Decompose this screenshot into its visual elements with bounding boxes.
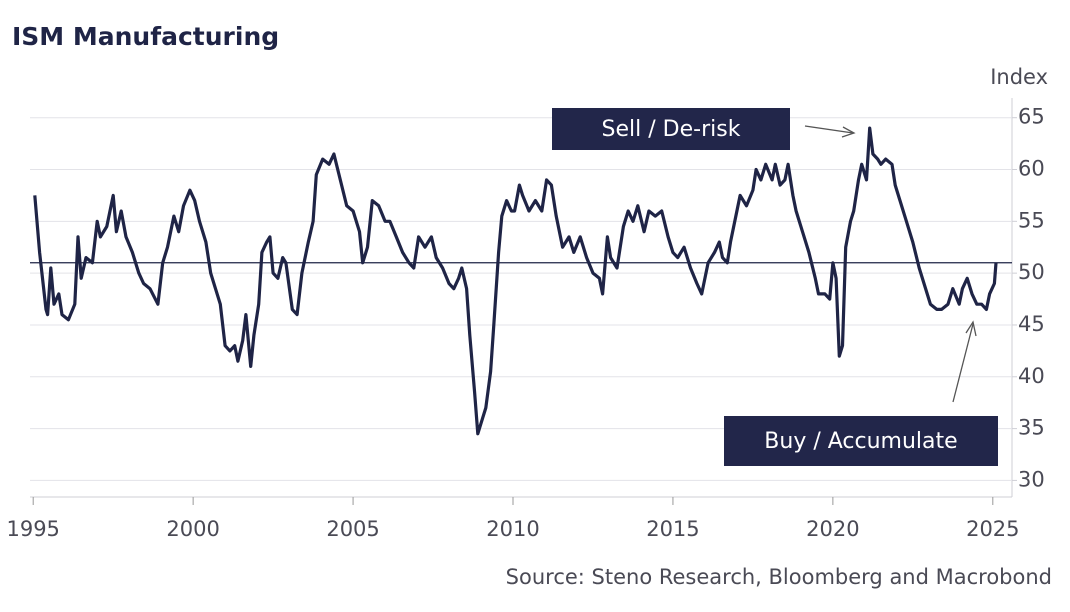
arrow-head <box>965 320 977 337</box>
annotation-box <box>724 416 998 466</box>
y-tick-label: 40 <box>1018 364 1045 388</box>
y-tick-label: 30 <box>1018 467 1045 491</box>
annotation-box <box>552 108 790 150</box>
y-tick-label: 35 <box>1018 416 1045 440</box>
y-tick-label: 50 <box>1018 260 1045 284</box>
y-tick-label: 65 <box>1018 105 1045 129</box>
arrows <box>804 125 977 403</box>
annotation-text: Buy / Accumulate <box>764 429 957 454</box>
y-tick-label: 60 <box>1018 157 1045 181</box>
annotation-text: Sell / De-risk <box>602 117 741 142</box>
x-tick-label: 1995 <box>6 517 59 541</box>
arrow-head <box>841 126 856 138</box>
x-tick-label: 2025 <box>966 517 1019 541</box>
y-tick-label: 55 <box>1018 208 1045 232</box>
y-tick-label: 45 <box>1018 312 1045 336</box>
y-axis-label: Index <box>990 65 1048 89</box>
x-tick-label: 2000 <box>166 517 219 541</box>
x-tick-label: 2010 <box>486 517 539 541</box>
source: Source: Steno Research, Bloomberg and Ma… <box>506 565 1052 589</box>
x-tick-label: 2005 <box>326 517 379 541</box>
x-tick-label: 2015 <box>646 517 699 541</box>
x-tick-label: 2020 <box>806 517 859 541</box>
plot: 30 35 40 45 50 55 60 65 1995 2000 2005 2010 2015 2020… <box>6 105 1044 541</box>
chart-title: ISM Manufacturing <box>12 22 279 51</box>
data-line <box>33 126 998 436</box>
arrow <box>804 125 854 134</box>
arrow <box>952 323 974 403</box>
